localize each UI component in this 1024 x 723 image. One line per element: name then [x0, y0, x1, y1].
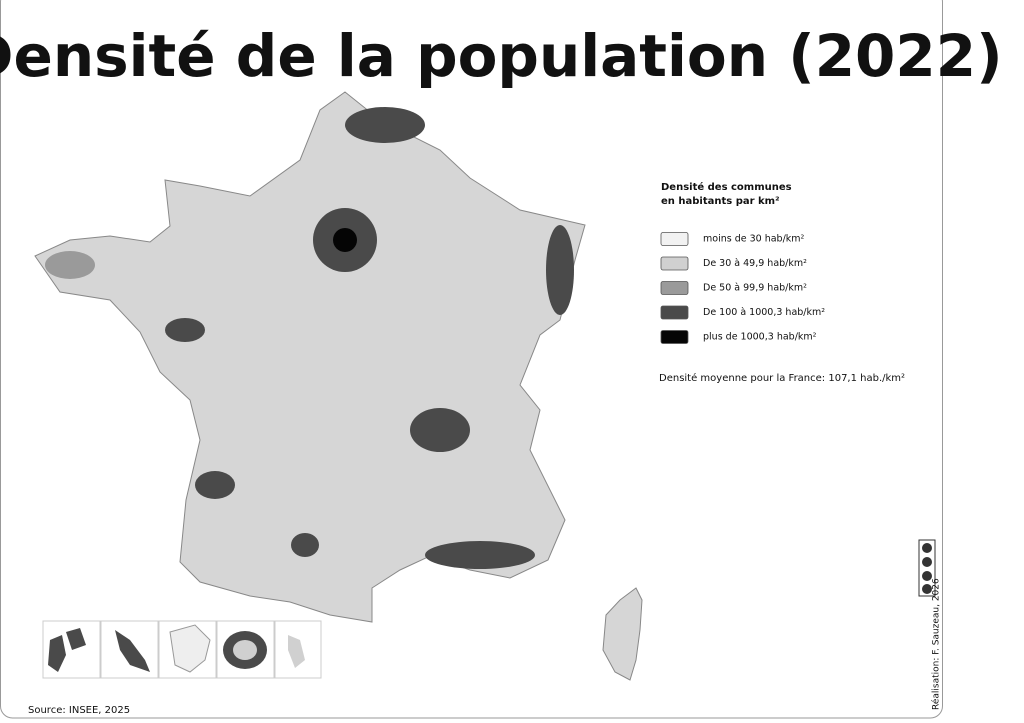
- north-area: [345, 107, 425, 143]
- guyane: [169, 624, 211, 673]
- legend-swatch: [660, 281, 689, 295]
- title: Densité de la population (2022): [0, 22, 1003, 90]
- legend-label: De 100 à 1000,3 hab/km²: [703, 307, 825, 318]
- guadeloupe: [48, 635, 66, 672]
- corsica: [602, 587, 643, 681]
- legend-swatch: [660, 305, 689, 320]
- legend-label: De 30 à 49,9 hab/km²: [703, 258, 807, 269]
- guadeloupe: [66, 628, 86, 650]
- source: Source: INSEE, 2025: [28, 705, 130, 716]
- legend-label: plus de 1000,3 hab/km²: [703, 332, 817, 343]
- brittany-area: [45, 251, 95, 279]
- coast-area: [425, 541, 535, 569]
- legend-swatch: [660, 330, 689, 344]
- martinique: [115, 630, 150, 672]
- legend-title: Densité des communes: [661, 181, 792, 193]
- legend-label: moins de 30 hab/km²: [703, 234, 805, 245]
- alsace-area: [546, 225, 574, 315]
- nantes-area: [165, 318, 205, 342]
- mayotte: [288, 635, 305, 668]
- france-map: [34, 91, 643, 681]
- mainland: [34, 91, 586, 623]
- cc-icon: [922, 584, 932, 594]
- legend: Densité des communes en habitants par km…: [660, 181, 825, 344]
- toulouse-area: [291, 533, 319, 557]
- bordeaux-area: [195, 471, 235, 499]
- cc-icon: [922, 557, 932, 567]
- cc-icon: [922, 571, 932, 581]
- cc-icon: [922, 543, 932, 553]
- cc-badge: [918, 539, 936, 597]
- lyon-area: [410, 408, 470, 452]
- overseas-insets: [42, 620, 322, 679]
- legend-swatch: [660, 232, 689, 246]
- reunion-inner: [233, 640, 257, 660]
- legend-label: De 50 à 99,9 hab/km²: [703, 283, 807, 294]
- paris-core: [333, 228, 357, 252]
- cc-frame: [918, 539, 936, 597]
- note: Densité moyenne pour la France: 107,1 ha…: [659, 372, 905, 384]
- legend-title: en habitants par km²: [661, 196, 779, 207]
- credit: Réalisation: F. Sauzeau, 2026: [931, 578, 942, 710]
- legend-swatch: [660, 256, 689, 271]
